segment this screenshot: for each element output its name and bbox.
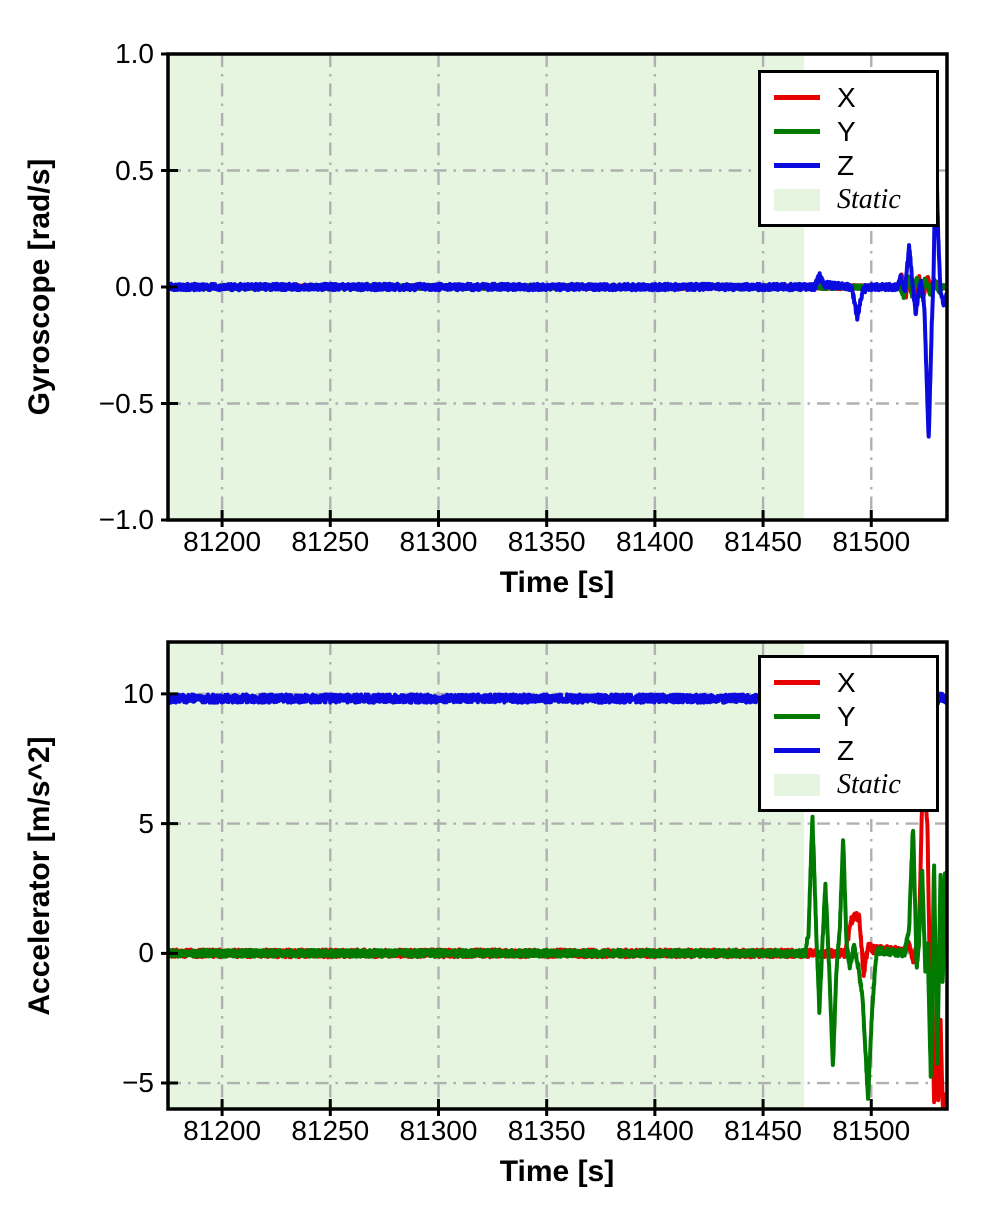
legend-label-static: Static (837, 768, 901, 800)
legend-item-static: Static (774, 769, 930, 800)
static-region-patch-swatch (774, 773, 820, 796)
y-series-line-swatch (774, 129, 820, 134)
legend-label-y: Y (837, 700, 856, 732)
x-tick-label: 81250 (291, 1115, 370, 1146)
y-tick-label: 1.0 (115, 38, 154, 69)
x-tick-label: 81400 (615, 526, 694, 557)
y-tick-label: −0.5 (98, 387, 154, 419)
legend-label-static: Static (837, 183, 901, 215)
z-series-line-swatch (774, 748, 820, 753)
x-tick-label: 81500 (832, 526, 911, 557)
y-tick-label: 10 (122, 677, 154, 709)
x-tick-label: 81450 (724, 1115, 802, 1146)
legend-item-x: X (774, 82, 930, 113)
y-tick-label: −1.0 (98, 504, 154, 535)
static-region-patch-swatch (774, 188, 820, 211)
legend-item-y: Y (774, 116, 930, 147)
x-tick-label: 81300 (399, 526, 478, 557)
gyroscope-x-axis-label: Time [s] (499, 566, 615, 599)
legend-label-y: Y (837, 115, 856, 147)
y-tick-label: −5 (122, 1067, 154, 1099)
legend-item-z: Z (774, 150, 930, 181)
y-tick-label: 0 (138, 937, 154, 969)
gyroscope-legend: X Y Z Static (758, 70, 939, 227)
legend-item-z: Z (774, 735, 930, 766)
legend-label-x: X (837, 666, 856, 698)
x-tick-label: 81350 (507, 1115, 586, 1146)
x-tick-label: 81250 (291, 526, 370, 557)
y-series-line-swatch (774, 714, 820, 719)
x-tick-label: 81400 (615, 1115, 694, 1146)
legend-label-x: X (837, 81, 856, 113)
accelerometer-x-axis-label: Time [s] (499, 1155, 615, 1188)
x-tick-label: 81300 (399, 1115, 478, 1146)
y-tick-label: 0.0 (115, 271, 154, 302)
legend-item-x: X (774, 667, 930, 698)
accelerometer-y-axis-label: Accelerator [m/s^2] (23, 736, 56, 1016)
y-tick-label: 0.5 (115, 154, 154, 186)
x-tick-label: 81500 (832, 1115, 911, 1146)
legend-label-z: Z (837, 734, 855, 766)
accelerometer-legend: X Y Z Static (758, 655, 939, 812)
x-series-line-swatch (774, 95, 820, 100)
x-series-line-swatch (774, 680, 820, 685)
x-tick-label: 81350 (507, 526, 586, 557)
y-tick-label: 5 (138, 807, 154, 839)
x-tick-label: 81450 (724, 526, 802, 557)
legend-item-static: Static (774, 184, 930, 215)
z-series-line-swatch (774, 163, 820, 168)
legend-label-z: Z (837, 149, 855, 181)
x-tick-label: 81200 (183, 1115, 262, 1146)
x-tick-label: 81200 (183, 526, 262, 557)
legend-item-y: Y (774, 701, 930, 732)
